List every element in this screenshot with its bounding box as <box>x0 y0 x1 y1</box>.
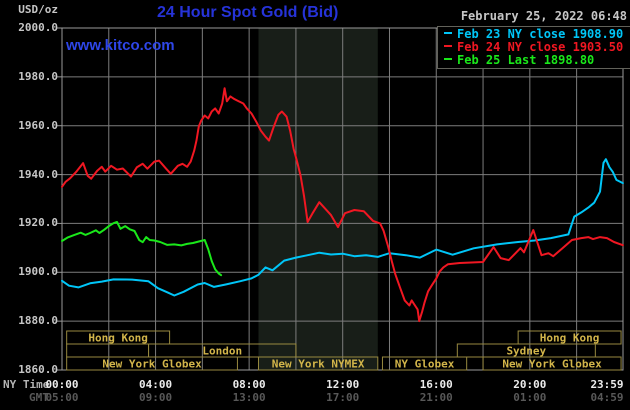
legend-dash-icon <box>444 32 452 34</box>
kitco-watermark: www.kitco.com <box>66 37 175 54</box>
page-title: 24 Hour Spot Gold (Bid) <box>157 4 339 21</box>
x-tick-label-ny: 20:00 <box>513 378 547 391</box>
session-label: Hong Kong <box>88 332 148 345</box>
session-label: New York Globex <box>102 358 202 371</box>
x-tick-label-ny: 08:00 <box>232 378 266 391</box>
session-box <box>257 356 379 371</box>
x-axis-ny-time-label: NY Time <box>3 378 50 391</box>
session-box <box>66 356 238 371</box>
session-box <box>381 356 468 371</box>
session-label: Hong Kong <box>540 332 600 345</box>
y-tick-label: 1980.0 <box>18 69 58 83</box>
feb25-line <box>61 221 223 277</box>
session-label: New York Globex <box>502 358 602 371</box>
x-tick-label-gmt: 13:00 <box>232 391 266 404</box>
x-tick-label-gmt: 21:00 <box>419 391 453 404</box>
y-tick-label: 1920.0 <box>18 216 58 230</box>
legend-item-label: Feb 24 NY close 1903.50 <box>457 40 624 54</box>
x-tick-label-ny: 00:00 <box>45 378 79 391</box>
session-label: London <box>202 345 242 358</box>
y-tick-label: 2000.0 <box>18 21 58 34</box>
x-tick-label-ny: 16:00 <box>419 378 453 391</box>
x-tick-label-gmt: 04:59 <box>590 391 624 404</box>
session-box <box>482 356 622 371</box>
legend-dash-icon <box>444 58 452 60</box>
legend-item-label: Feb 25 Last 1898.80 <box>457 53 595 67</box>
legend-item: Feb 25 Last 1898.80 <box>442 54 630 67</box>
chart-datetime: February 25, 2022 06:48 <box>460 9 627 23</box>
nymex-session-band <box>258 28 378 370</box>
x-tick-label-gmt: 17:00 <box>326 391 360 404</box>
y-tick-label: 1940.0 <box>18 167 58 181</box>
x-tick-label-gmt: 01:00 <box>513 391 547 404</box>
y-axis-units-label: USD/oz <box>18 3 58 16</box>
legend-item: Feb 23 NY close 1908.90 <box>442 28 630 41</box>
y-tick-label: 1900.0 <box>18 265 58 279</box>
y-tick-label: 1960.0 <box>18 118 58 132</box>
x-tick-label-gmt: 09:00 <box>139 391 173 404</box>
x-axis-gmt-label: GMT <box>29 391 49 404</box>
feb23-line <box>61 158 624 297</box>
session-label: Sydney <box>506 345 546 358</box>
legend-item-label: Feb 23 NY close 1908.90 <box>457 27 624 41</box>
y-tick-label: 1880.0 <box>18 314 58 328</box>
feb24-line <box>61 87 624 323</box>
legend: Feb 23 NY close 1908.90 Feb 24 NY close 1… <box>437 26 630 69</box>
x-tick-label-ny: 04:00 <box>139 378 173 391</box>
x-tick-label-ny: 12:00 <box>326 378 360 391</box>
legend-item: Feb 24 NY close 1903.50 <box>442 41 630 54</box>
x-tick-label-gmt: 05:00 <box>45 391 79 404</box>
session-label: NY Globex <box>395 358 455 371</box>
legend-dash-icon <box>444 45 452 47</box>
session-label: New York NYMEX <box>272 358 365 371</box>
y-tick-label: 1860.0 <box>18 363 58 376</box>
x-tick-label-ny: 23:59 <box>590 378 624 391</box>
